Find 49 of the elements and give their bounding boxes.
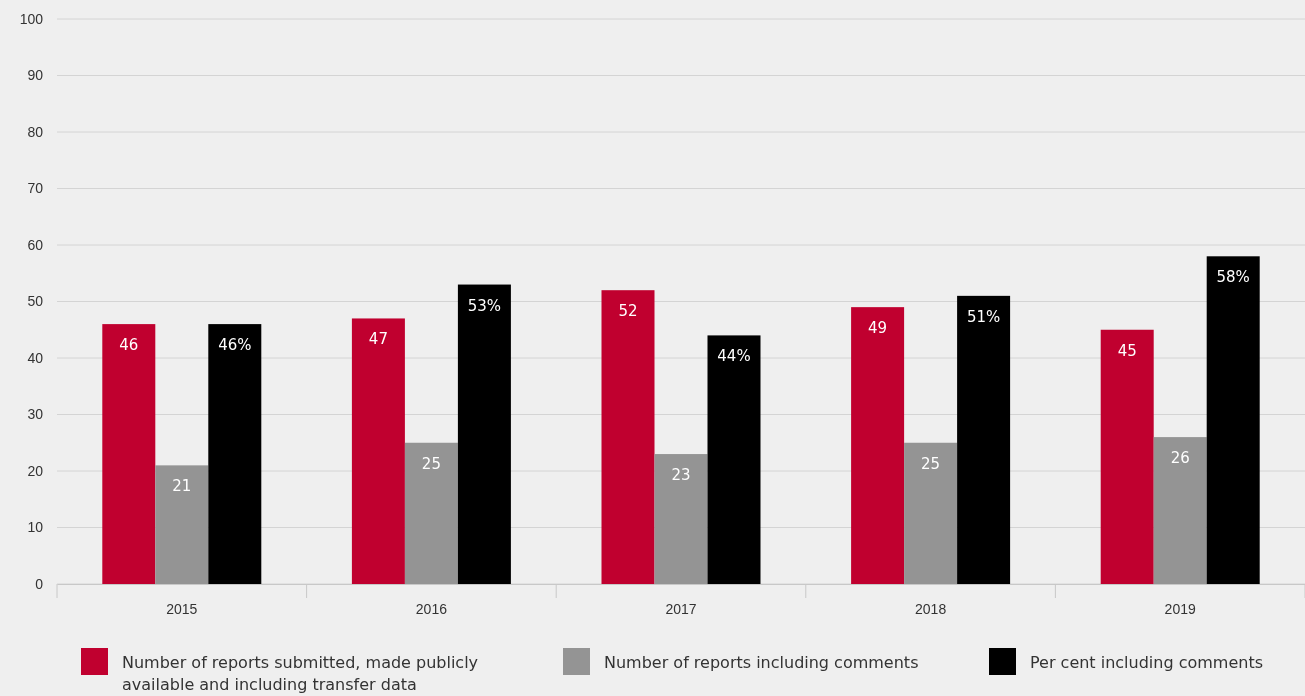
y-tick-label: 90	[27, 67, 44, 84]
data-label: 25	[921, 454, 941, 473]
bar	[155, 465, 209, 584]
bar	[1153, 437, 1207, 584]
x-tick-label: 2019	[1164, 600, 1196, 617]
x-tick-label: 2016	[415, 600, 448, 617]
y-tick-label: 40	[27, 349, 44, 366]
y-tick-label: 30	[27, 406, 44, 423]
bar	[654, 454, 708, 584]
data-label: 26	[1170, 449, 1190, 468]
bar	[102, 324, 156, 584]
data-label: 49	[868, 319, 888, 338]
bar	[351, 318, 405, 584]
bar	[957, 295, 1011, 584]
data-label: 45	[1117, 341, 1137, 360]
bar	[851, 307, 905, 584]
y-tick-label: 20	[27, 462, 44, 479]
y-tick-label: 0	[35, 575, 44, 592]
y-tick-label: 50	[27, 293, 44, 310]
bar	[457, 284, 511, 584]
data-label: 52	[618, 302, 638, 321]
bar	[404, 442, 458, 584]
data-label: 58%	[1216, 268, 1250, 287]
y-tick-label: 100	[19, 10, 44, 27]
y-tick-label: 60	[27, 236, 44, 253]
data-label: 21	[172, 477, 192, 496]
bar	[1206, 256, 1260, 584]
data-label: 25	[421, 454, 441, 473]
bar	[208, 324, 262, 584]
data-label: 46%	[218, 336, 252, 355]
y-tick-label: 10	[27, 519, 44, 536]
legend-label: Number of reports including comments	[604, 653, 919, 672]
legend-label: Number of reports submitted, made publicly available and including transfer data	[122, 653, 479, 694]
bar	[904, 442, 958, 584]
data-label: 23	[671, 466, 691, 485]
data-label: 53%	[467, 296, 502, 315]
data-label: 47	[368, 330, 388, 349]
data-label: 44%	[717, 347, 751, 366]
x-tick-label: 2017	[665, 600, 697, 617]
legend-label: Per cent including comments	[1030, 653, 1264, 672]
x-tick-label: 2018	[915, 600, 947, 617]
data-label: 51%	[966, 307, 1001, 326]
x-tick-label: 2015	[166, 600, 198, 617]
y-tick-label: 80	[27, 123, 44, 140]
data-label: 46	[119, 336, 139, 355]
bar	[707, 335, 761, 584]
bar	[601, 290, 655, 584]
bar	[1100, 329, 1154, 584]
y-tick-label: 70	[27, 180, 44, 197]
